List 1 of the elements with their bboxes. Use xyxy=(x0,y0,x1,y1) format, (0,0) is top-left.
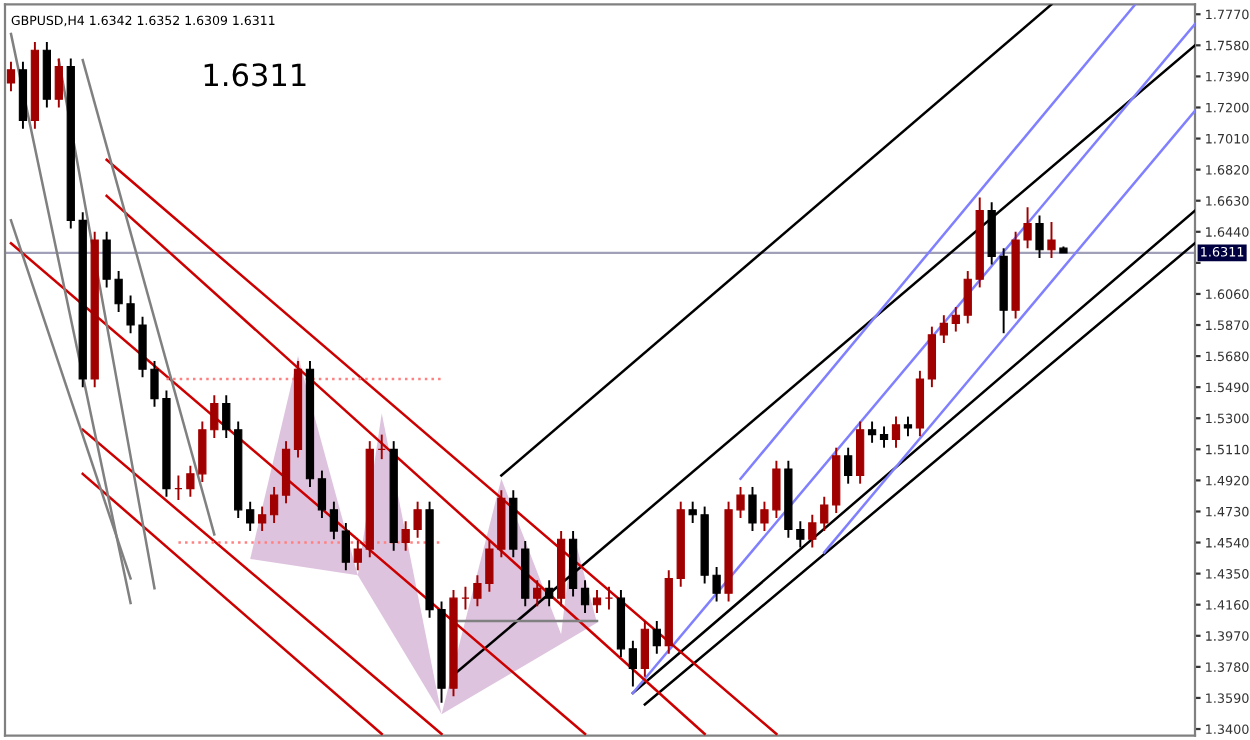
annotation: 1.6311 xyxy=(204,63,306,87)
